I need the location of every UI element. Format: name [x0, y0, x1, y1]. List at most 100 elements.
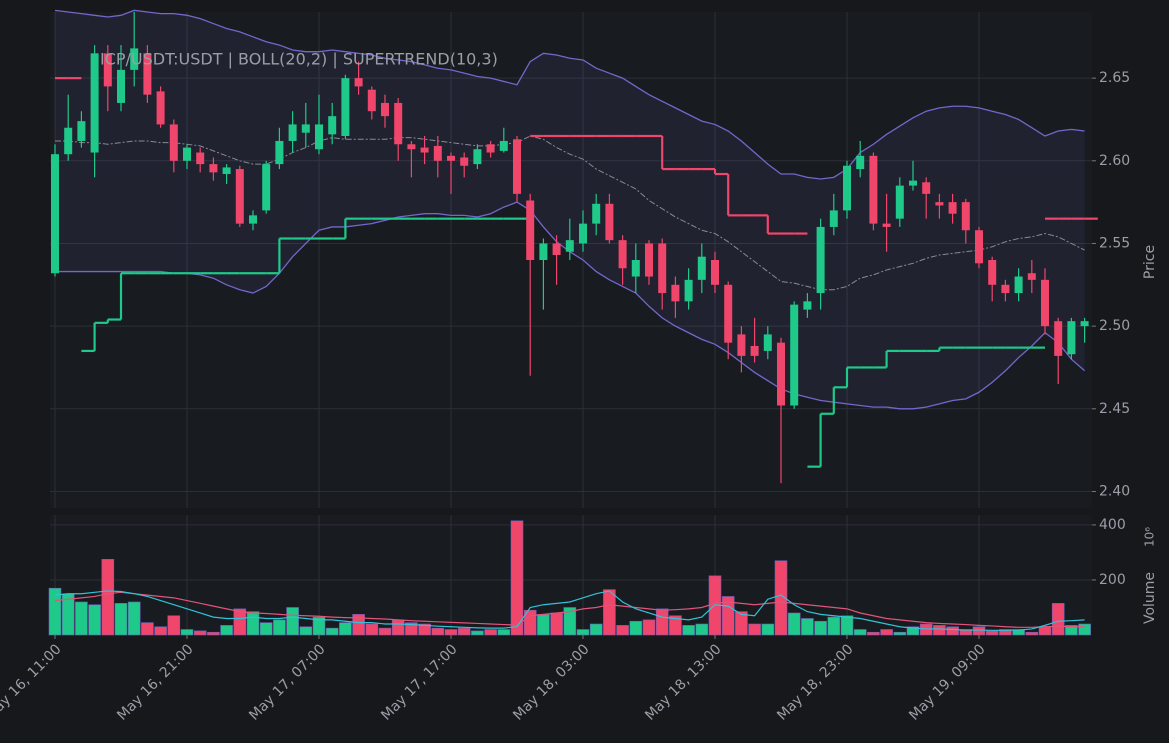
candle-body [275, 140, 284, 165]
y-axis-multiplier: 10⁶ [1143, 527, 1157, 547]
volume-bar [339, 622, 352, 636]
candle-body [869, 155, 878, 224]
candle-body [77, 121, 86, 141]
candle-body [433, 145, 442, 161]
candle-body [51, 154, 59, 274]
volume-bar [1051, 603, 1065, 636]
candle-body [856, 155, 865, 170]
volume-bar [352, 614, 365, 636]
volume-bar [616, 625, 629, 636]
candle-body [183, 147, 191, 161]
volume-bar [510, 520, 524, 636]
candle-body [407, 144, 416, 150]
volume-bar [669, 615, 682, 636]
candle-body [882, 223, 891, 227]
candle-body [552, 243, 561, 256]
candle-body [301, 124, 310, 133]
volume-bar [906, 626, 920, 636]
band-fill [55, 10, 1085, 409]
volume-bar [1065, 625, 1078, 636]
candle-body [473, 149, 482, 165]
candle-body [235, 169, 244, 224]
candle-body [539, 243, 548, 260]
volume-bar [286, 607, 299, 636]
volume-bar [642, 619, 656, 636]
candle-body [909, 180, 917, 186]
candle-body [209, 164, 218, 173]
candle-body [143, 53, 152, 95]
volume-bar [1038, 626, 1052, 636]
volume-bar [444, 629, 458, 636]
volume-bar [550, 612, 563, 636]
volume-bar [933, 625, 946, 636]
candle-body [777, 342, 785, 406]
candle-body [948, 202, 957, 214]
candle-body [895, 185, 904, 219]
candle-body [922, 182, 931, 194]
volume-bar [378, 627, 392, 636]
y-tick-label: 2.65 [1099, 70, 1130, 86]
volume-bar [563, 607, 577, 636]
y-tick-label: 200 [1099, 572, 1126, 588]
volume-bar [761, 623, 775, 636]
volume-ma-fast [54, 590, 1085, 631]
volume-bar [141, 622, 154, 636]
candle-body [565, 240, 574, 252]
volume-bar [972, 626, 986, 636]
candle-body [222, 167, 231, 175]
y-tick-label: 2.55 [1099, 235, 1130, 251]
candle-body [829, 210, 838, 227]
candle-body [1080, 321, 1089, 327]
volume-bar [827, 616, 841, 636]
y-axis-label: Price [1142, 245, 1158, 279]
candle-body [724, 284, 733, 343]
candle-body [315, 124, 323, 150]
volume-bar [735, 611, 748, 636]
candle-body [1014, 276, 1023, 294]
volume-bar [999, 629, 1012, 636]
candle-body [420, 147, 429, 153]
volume-bar [695, 623, 709, 636]
candle-body [645, 243, 653, 277]
candle-body [64, 127, 73, 155]
volume-bar [114, 603, 128, 636]
volume-bar [180, 629, 194, 636]
volume-bar [484, 629, 497, 636]
candle-body [935, 202, 944, 206]
volume-bar [985, 630, 999, 636]
chart-title: ICP/USDT:USDT | BOLL(20,2) | SUPERTREND(… [100, 50, 498, 69]
volume-bar [431, 627, 445, 636]
volume-bar [325, 627, 339, 636]
candle-body [341, 78, 350, 136]
volume-bar [220, 625, 233, 636]
candle-body [288, 124, 297, 141]
volume-bar [1025, 631, 1039, 636]
candle-body [117, 69, 125, 103]
candle-body [130, 48, 139, 70]
volume-bar [774, 560, 788, 636]
candle-body [697, 256, 706, 280]
volume-bar [365, 623, 379, 636]
volume-bar [787, 612, 801, 636]
volume-bar [167, 615, 181, 636]
candle-body [1041, 279, 1049, 327]
volume-bar [946, 626, 959, 636]
candle-body [249, 215, 257, 224]
candle-body [447, 155, 455, 161]
volume-bar [246, 611, 260, 636]
candle-body [381, 102, 389, 117]
y-tick-label: 2.40 [1099, 483, 1130, 499]
candle-body [486, 144, 495, 153]
candle-body [1054, 321, 1063, 356]
volume-bar [840, 615, 854, 636]
candle-body [711, 260, 719, 285]
candle-body [737, 334, 746, 356]
volume-bar [497, 629, 511, 636]
candle-body [169, 124, 178, 161]
candle-body [843, 165, 851, 211]
volume-bar [88, 604, 101, 636]
bollinger-middle [55, 135, 1085, 291]
candle-body [262, 164, 271, 211]
candle-body [354, 78, 363, 87]
volume-bar [801, 618, 814, 636]
